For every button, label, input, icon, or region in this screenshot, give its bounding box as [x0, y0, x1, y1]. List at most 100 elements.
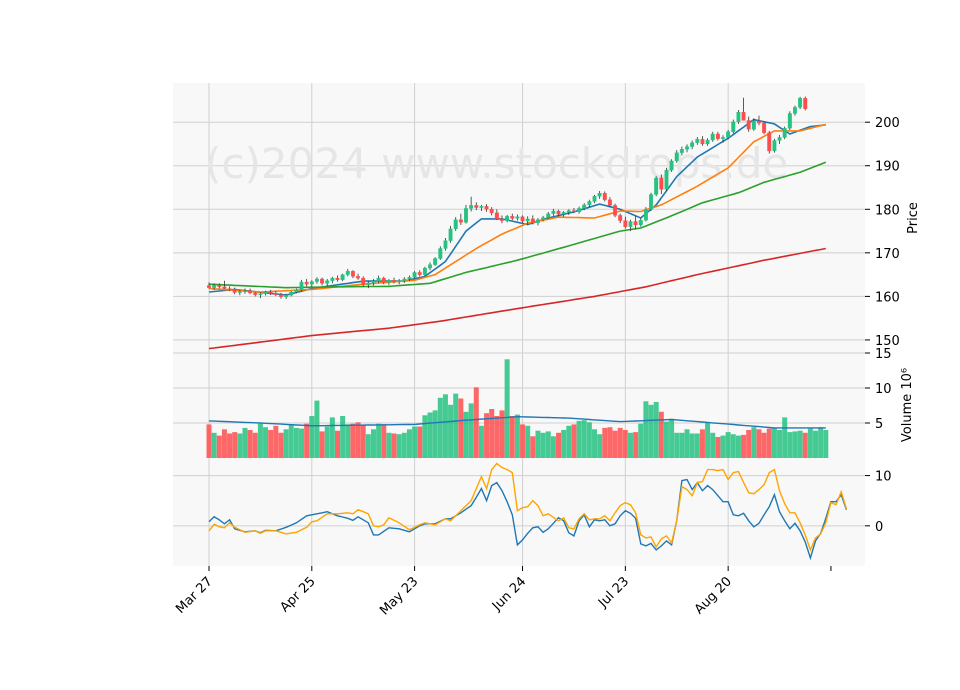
candle — [273, 291, 278, 296]
candle — [309, 280, 314, 287]
volume-bar — [566, 425, 572, 458]
candle — [577, 206, 582, 214]
candle — [428, 262, 432, 271]
price-y-tick-label: 180 — [875, 203, 900, 218]
candle — [294, 288, 299, 294]
price-y-ticks: 150 160 170 180 190 200 — [865, 116, 900, 349]
candle — [438, 246, 443, 260]
candle-body — [566, 210, 571, 213]
volume-bar — [699, 429, 705, 458]
candle — [335, 275, 340, 282]
candle-body — [710, 133, 715, 141]
candle-body — [664, 169, 669, 190]
candle-body — [746, 120, 751, 130]
volume-y-ticks: 5 10 15 — [865, 347, 892, 432]
candle-body — [433, 258, 438, 265]
candle — [721, 135, 725, 143]
candle-body — [679, 149, 684, 153]
price-y-tick-label: 190 — [875, 160, 900, 175]
candle — [314, 277, 319, 284]
candle — [705, 138, 710, 146]
volume-bar — [535, 430, 541, 458]
candle — [592, 194, 597, 204]
candle — [350, 270, 355, 279]
candle — [556, 209, 561, 217]
candle-body — [237, 291, 242, 293]
volume-bar — [257, 423, 263, 458]
candle-body — [340, 274, 345, 280]
candle — [448, 225, 453, 243]
candle-body — [350, 270, 355, 277]
moving-average-line-2 — [208, 161, 827, 289]
x-tick-label: Aug 20 — [692, 574, 735, 617]
candle-body — [284, 294, 289, 297]
price-y-tick-label: 160 — [875, 290, 900, 305]
candle-body — [767, 132, 772, 152]
volume-bar — [802, 432, 808, 458]
volume-bar — [684, 429, 690, 458]
candle-body — [386, 280, 391, 283]
volume-bar — [494, 416, 500, 458]
candle-body — [787, 113, 792, 129]
volume-bar — [499, 410, 505, 458]
volume-bar — [370, 429, 376, 458]
oscillator-y-tick-label: 0 — [875, 520, 883, 535]
volume-bar — [648, 404, 654, 458]
candle-body — [484, 206, 489, 210]
candle — [227, 286, 232, 292]
candle-body — [757, 120, 761, 124]
candle-body — [212, 284, 217, 288]
candle-body — [556, 210, 561, 215]
volume-bar — [406, 429, 412, 458]
volume-average-line-path — [208, 415, 826, 429]
candle — [551, 208, 556, 216]
candle — [407, 275, 412, 282]
volume-bar — [653, 402, 659, 458]
volume-bar — [376, 423, 382, 458]
candle-body — [299, 281, 304, 291]
volume-bar — [576, 420, 582, 458]
candle — [623, 216, 628, 229]
candle-body — [361, 277, 366, 285]
candle-body — [741, 112, 746, 121]
volume-bar — [807, 428, 813, 458]
candle-body — [289, 291, 294, 296]
volume-bar — [468, 403, 474, 458]
volume-bar — [221, 429, 227, 458]
volume-bar — [412, 426, 418, 458]
oscillator-panel-background — [173, 458, 865, 566]
volume-bar — [386, 432, 392, 458]
moving-average-line-1 — [208, 123, 826, 293]
candle-body — [489, 209, 494, 213]
volume-bar — [735, 435, 741, 458]
candle — [458, 213, 463, 225]
candle — [500, 215, 504, 224]
candle — [489, 207, 494, 216]
volume-bar — [514, 414, 520, 458]
candle-body — [407, 277, 412, 280]
candle-body — [633, 221, 638, 226]
candle-body — [700, 139, 705, 145]
candle — [248, 288, 253, 295]
price-y-tick-label: 200 — [875, 116, 900, 131]
volume-bar — [550, 436, 556, 458]
candle-body — [736, 112, 741, 122]
volume-bar — [766, 428, 772, 458]
volume-bar — [674, 432, 680, 458]
candle — [638, 218, 643, 227]
volume-bar — [350, 423, 356, 458]
volume-bar — [633, 432, 639, 458]
candle — [443, 238, 448, 251]
volume-bar — [607, 427, 613, 458]
candle — [376, 275, 381, 284]
oscillator-lines — [208, 462, 848, 561]
volume-bar — [694, 433, 700, 458]
candle — [751, 118, 756, 131]
candle-body — [731, 121, 736, 132]
candle — [654, 176, 659, 197]
candle — [253, 292, 258, 297]
candle — [679, 146, 684, 156]
candle-body — [571, 210, 576, 213]
volume-bar — [453, 393, 459, 458]
volume-bar — [561, 430, 567, 458]
